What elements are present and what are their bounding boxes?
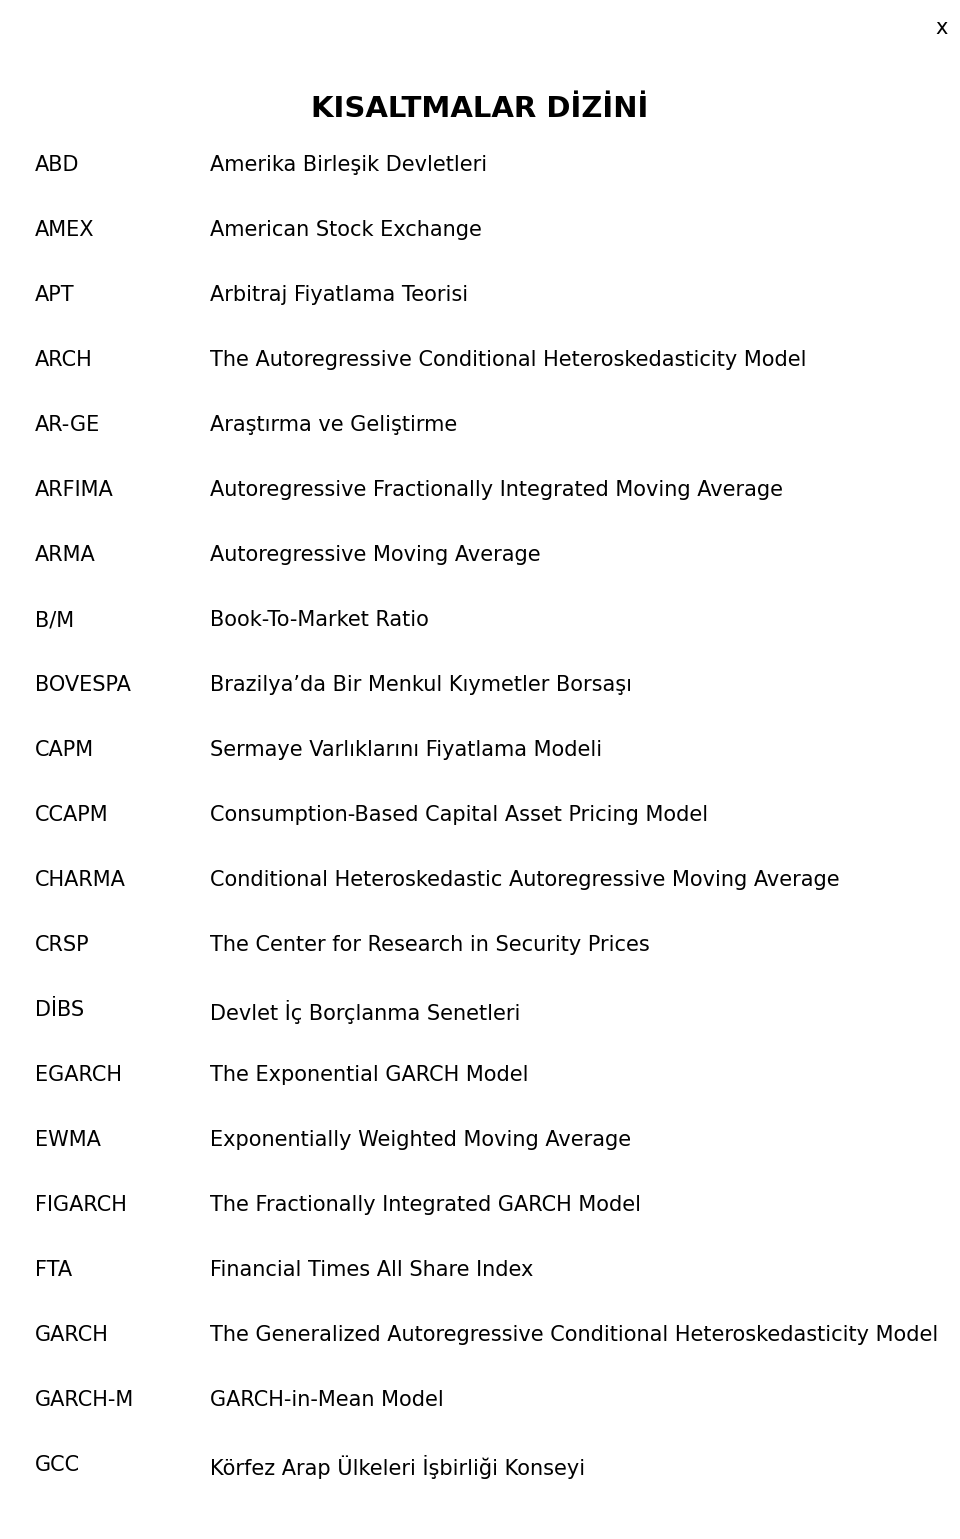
Text: AR-GE: AR-GE xyxy=(35,416,100,436)
Text: Brazilya’da Bir Menkul Kıymetler Borsaşı: Brazilya’da Bir Menkul Kıymetler Borsaşı xyxy=(210,676,632,696)
Text: DİBS: DİBS xyxy=(35,1000,84,1020)
Text: B/M: B/M xyxy=(35,609,74,629)
Text: GARCH-in-Mean Model: GARCH-in-Mean Model xyxy=(210,1390,444,1410)
Text: The Generalized Autoregressive Conditional Heteroskedasticity Model: The Generalized Autoregressive Condition… xyxy=(210,1325,938,1345)
Text: The Exponential GARCH Model: The Exponential GARCH Model xyxy=(210,1065,529,1085)
Text: Arbitraj Fiyatlama Teorisi: Arbitraj Fiyatlama Teorisi xyxy=(210,285,468,305)
Text: GCC: GCC xyxy=(35,1454,80,1474)
Text: GARCH-M: GARCH-M xyxy=(35,1390,134,1410)
Text: GARCH: GARCH xyxy=(35,1325,108,1345)
Text: Conditional Heteroskedastic Autoregressive Moving Average: Conditional Heteroskedastic Autoregressi… xyxy=(210,870,840,890)
Text: CCAPM: CCAPM xyxy=(35,805,108,825)
Text: EGARCH: EGARCH xyxy=(35,1065,122,1085)
Text: ABD: ABD xyxy=(35,155,80,175)
Text: FTA: FTA xyxy=(35,1260,72,1280)
Text: Consumption-Based Capital Asset Pricing Model: Consumption-Based Capital Asset Pricing … xyxy=(210,805,708,825)
Text: The Autoregressive Conditional Heteroskedasticity Model: The Autoregressive Conditional Heteroske… xyxy=(210,349,806,369)
Text: Sermaye Varlıklarını Fiyatlama Modeli: Sermaye Varlıklarını Fiyatlama Modeli xyxy=(210,740,602,760)
Text: KISALTMALAR DİZİNİ: KISALTMALAR DİZİNİ xyxy=(311,95,649,123)
Text: BOVESPA: BOVESPA xyxy=(35,676,131,696)
Text: CAPM: CAPM xyxy=(35,740,94,760)
Text: Exponentially Weighted Moving Average: Exponentially Weighted Moving Average xyxy=(210,1130,631,1150)
Text: Financial Times All Share Index: Financial Times All Share Index xyxy=(210,1260,534,1280)
Text: Autoregressive Fractionally Integrated Moving Average: Autoregressive Fractionally Integrated M… xyxy=(210,480,783,500)
Text: x: x xyxy=(935,18,948,38)
Text: AMEX: AMEX xyxy=(35,220,94,240)
Text: FIGARCH: FIGARCH xyxy=(35,1194,127,1214)
Text: ARFIMA: ARFIMA xyxy=(35,480,113,500)
Text: CRSP: CRSP xyxy=(35,936,89,956)
Text: ARMA: ARMA xyxy=(35,545,96,565)
Text: APT: APT xyxy=(35,285,75,305)
Text: CHARMA: CHARMA xyxy=(35,870,126,890)
Text: Amerika Birleşik Devletleri: Amerika Birleşik Devletleri xyxy=(210,155,487,175)
Text: The Fractionally Integrated GARCH Model: The Fractionally Integrated GARCH Model xyxy=(210,1194,641,1214)
Text: Autoregressive Moving Average: Autoregressive Moving Average xyxy=(210,545,540,565)
Text: Book-To-Market Ratio: Book-To-Market Ratio xyxy=(210,609,429,629)
Text: American Stock Exchange: American Stock Exchange xyxy=(210,220,482,240)
Text: Körfez Arap Ülkeleri İşbirliği Konseyi: Körfez Arap Ülkeleri İşbirliği Konseyi xyxy=(210,1454,586,1479)
Text: EWMA: EWMA xyxy=(35,1130,101,1150)
Text: ARCH: ARCH xyxy=(35,349,93,369)
Text: Devlet İç Borçlanma Senetleri: Devlet İç Borçlanma Senetleri xyxy=(210,1000,520,1023)
Text: Araştırma ve Geliştirme: Araştırma ve Geliştirme xyxy=(210,416,457,436)
Text: The Center for Research in Security Prices: The Center for Research in Security Pric… xyxy=(210,936,650,956)
